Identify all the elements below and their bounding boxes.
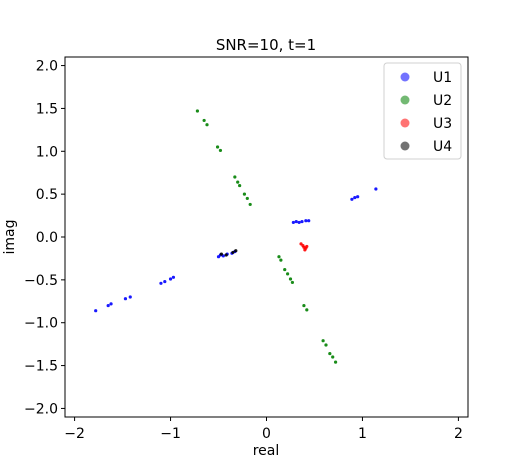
data-point — [94, 309, 98, 313]
data-point — [324, 343, 328, 347]
data-point — [286, 272, 290, 276]
data-point — [205, 123, 209, 127]
series-U2 — [195, 109, 338, 364]
data-point — [168, 277, 173, 281]
data-point — [353, 195, 357, 200]
data-point — [171, 275, 176, 279]
y-tick-label: 2.0 — [36, 59, 58, 75]
data-point — [350, 197, 354, 201]
data-point — [195, 109, 200, 113]
y-tick-label: 1.5 — [36, 101, 58, 117]
data-point — [248, 202, 252, 207]
series-U3 — [299, 242, 309, 252]
x-tick-label: 0 — [262, 426, 271, 442]
data-point — [291, 220, 295, 225]
y-tick-label: 0.5 — [36, 187, 58, 203]
data-point — [374, 187, 378, 191]
data-point — [215, 145, 220, 149]
data-point — [277, 255, 281, 259]
data-point — [128, 295, 132, 299]
data-point — [219, 252, 223, 256]
data-point — [234, 249, 238, 253]
y-tick-label: −0.5 — [24, 273, 58, 289]
data-point — [238, 183, 242, 188]
y-tick-label: −1.5 — [24, 359, 58, 375]
data-point — [279, 258, 283, 262]
legend-marker-U3 — [400, 118, 410, 128]
y-tick-label: 0.0 — [36, 230, 58, 246]
chart-title: SNR=10, t=1 — [216, 36, 316, 54]
series-U4 — [219, 249, 238, 257]
data-point — [123, 297, 128, 301]
data-point — [218, 148, 223, 153]
data-point — [305, 244, 309, 249]
legend-label-U1: U1 — [433, 70, 452, 86]
data-point — [321, 339, 325, 343]
data-point — [328, 351, 332, 356]
legend-label-U2: U2 — [433, 93, 452, 109]
data-point — [304, 219, 308, 223]
legend: U1 U2 U3 U4 — [383, 62, 462, 160]
data-point — [106, 303, 110, 308]
x-axis-ticks: −2 −1 0 1 2 — [64, 417, 463, 442]
data-point — [109, 302, 113, 306]
legend-box — [383, 62, 462, 160]
data-point — [231, 250, 235, 255]
data-point — [297, 220, 301, 225]
data-point — [224, 253, 228, 257]
y-axis-label: imag — [2, 220, 18, 255]
data-point — [302, 303, 306, 308]
data-point — [288, 277, 293, 281]
y-tick-label: 1.0 — [36, 144, 58, 160]
data-point — [307, 219, 311, 223]
plot-marks — [94, 109, 378, 364]
data-point — [242, 192, 247, 196]
x-tick-label: −2 — [64, 426, 85, 442]
data-point — [236, 180, 240, 184]
data-point — [305, 308, 309, 312]
x-tick-label: −1 — [160, 426, 181, 442]
legend-label-U4: U4 — [433, 139, 452, 155]
y-tick-label: −2.0 — [24, 401, 58, 417]
legend-marker-U4 — [400, 141, 410, 151]
data-point — [245, 196, 249, 201]
data-point — [159, 281, 163, 285]
data-point — [333, 360, 338, 364]
data-point — [356, 195, 360, 199]
data-point — [300, 219, 304, 224]
y-tick-label: −1.0 — [24, 316, 58, 332]
legend-marker-U1 — [400, 72, 410, 82]
x-tick-label: 1 — [358, 426, 367, 442]
legend-marker-U2 — [400, 95, 410, 105]
data-point — [303, 248, 307, 252]
data-point — [294, 219, 298, 224]
data-point — [331, 355, 335, 359]
data-point — [233, 175, 237, 179]
x-tick-label: 2 — [454, 426, 463, 442]
data-point — [290, 280, 295, 285]
legend-label-U3: U3 — [433, 116, 452, 132]
y-axis-ticks: −2.0 −1.5 −1.0 −0.5 0.0 0.5 1.0 1.5 2.0 — [24, 59, 65, 417]
data-point — [202, 118, 206, 123]
x-axis-label: real — [253, 443, 280, 459]
data-point — [283, 267, 287, 272]
data-point — [163, 279, 167, 284]
